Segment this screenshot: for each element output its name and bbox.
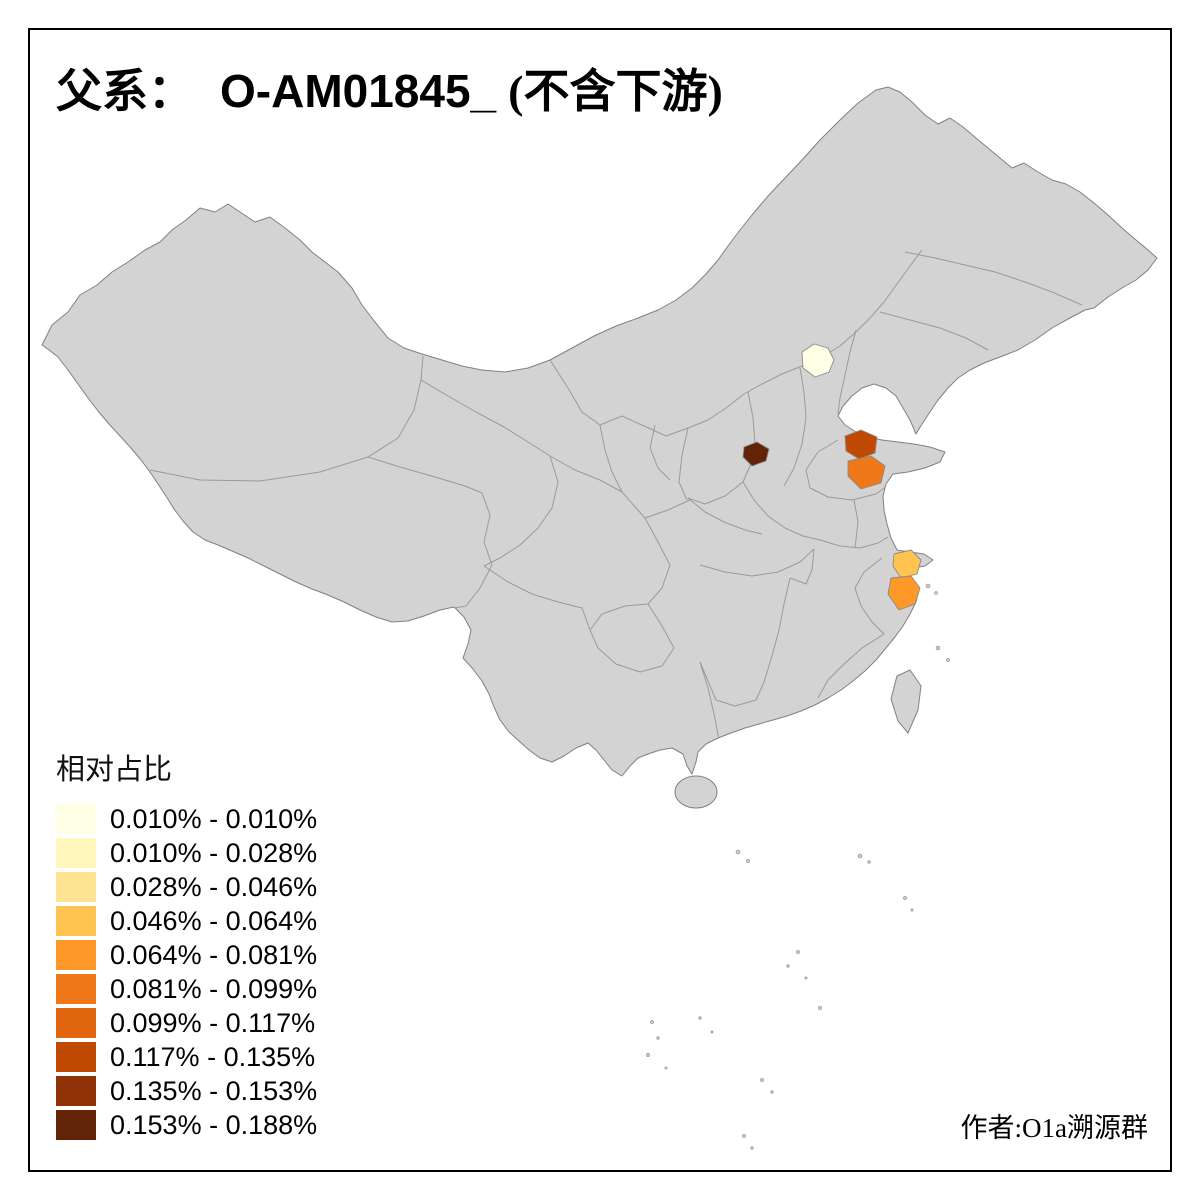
legend-swatch	[56, 872, 96, 902]
legend-item: 0.064% - 0.081%	[56, 938, 317, 972]
highlighted-regions	[742, 343, 922, 611]
title-prefix: 父系：	[56, 66, 194, 117]
legend-title: 相对占比	[56, 754, 173, 786]
title-suffix: (不含下游)	[508, 66, 723, 117]
legend-class-label: 0.010% - 0.028%	[110, 837, 318, 868]
legend-swatch	[56, 1008, 96, 1038]
author-credit: 作者:O1a溯源群	[960, 1113, 1148, 1143]
legend-class-label: 0.117% - 0.135%	[110, 1041, 316, 1072]
legend-class-label: 0.153% - 0.188%	[110, 1109, 318, 1140]
small-islands	[646, 583, 950, 1150]
legend-item: 0.099% - 0.117%	[56, 1006, 317, 1040]
legend-items: 0.010% - 0.010% 0.010% - 0.028% 0.028% - 0…	[56, 802, 317, 1142]
legend-class-label: 0.081% - 0.099%	[110, 973, 318, 1004]
legend-swatch	[56, 1042, 96, 1072]
figure-title: 父系： O-AM01845_ (不含下游)	[56, 55, 723, 121]
region-southwest-shanxi-area	[742, 441, 770, 467]
legend-class-label: 0.099% - 0.117%	[110, 1007, 316, 1038]
legend-swatch	[56, 1110, 96, 1140]
taiwan-island	[890, 669, 922, 734]
legend-swatch	[56, 838, 96, 868]
legend-swatch	[56, 906, 96, 936]
region-north-shandong-area	[844, 429, 878, 460]
legend-swatch	[56, 1076, 96, 1106]
china-mainland	[41, 86, 1158, 777]
region-east-zhejiang-area	[887, 575, 921, 611]
legend-item: 0.117% - 0.135%	[56, 1040, 317, 1074]
legend-class-label: 0.028% - 0.046%	[110, 871, 318, 902]
title-haplogroup: O-AM01845_	[220, 65, 497, 117]
legend: 相对占比 0.010% - 0.010% 0.010% - 0.028% 0.028…	[56, 746, 317, 1142]
legend-class-label: 0.010% - 0.010%	[110, 803, 318, 834]
legend-class-label: 0.135% - 0.153%	[110, 1075, 318, 1106]
legend-item: 0.046% - 0.064%	[56, 904, 317, 938]
region-southeast-shandong-area	[847, 455, 886, 490]
hainan-island	[674, 775, 718, 809]
legend-class-label: 0.064% - 0.081%	[110, 939, 318, 970]
legend-swatch	[56, 974, 96, 1004]
province-borders	[149, 249, 1083, 741]
legend-class-label: 0.046% - 0.064%	[110, 905, 318, 936]
region-northeast-zhejiang-area	[892, 549, 922, 579]
legend-item: 0.010% - 0.028%	[56, 836, 317, 870]
legend-item: 0.153% - 0.188%	[56, 1108, 317, 1142]
legend-item: 0.135% - 0.153%	[56, 1074, 317, 1108]
legend-item: 0.010% - 0.010%	[56, 802, 317, 836]
region-beijing-area	[801, 343, 835, 378]
legend-swatch	[56, 940, 96, 970]
legend-item: 0.081% - 0.099%	[56, 972, 317, 1006]
legend-swatch	[56, 804, 96, 834]
legend-item: 0.028% - 0.046%	[56, 870, 317, 904]
